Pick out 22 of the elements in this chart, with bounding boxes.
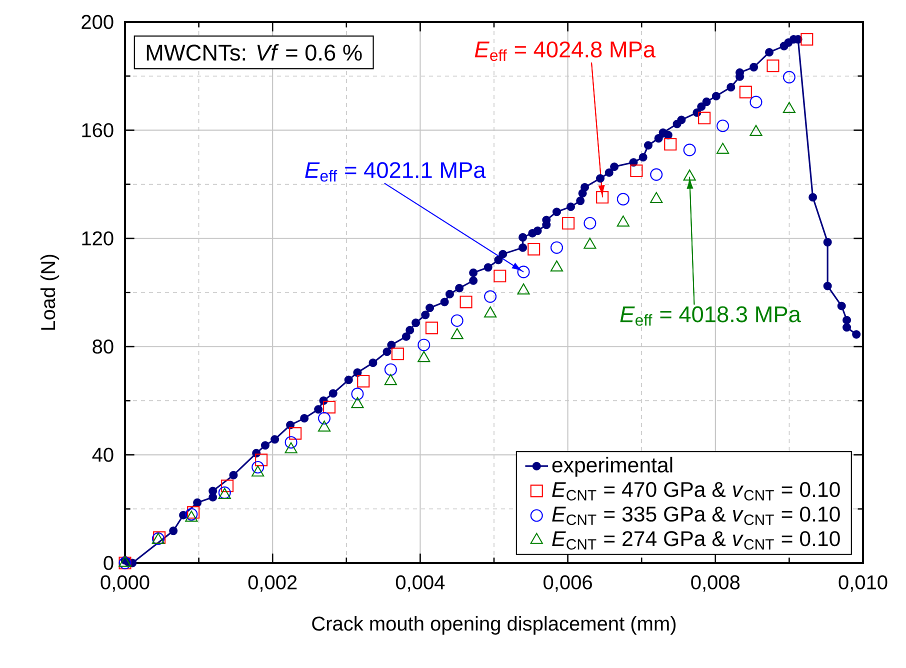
x-tick-label: 0,006 <box>544 575 592 592</box>
y-tick-label: 0 <box>104 556 114 570</box>
x-axis-title: Crack mouth opening displacement (mm) <box>312 616 676 635</box>
x-tick-label: 0,000 <box>100 575 150 592</box>
annotation: E$_{eff}$ = 4018.3 MPa <box>620 306 801 326</box>
x-tick-label: 0,004 <box>396 575 445 592</box>
annotation: MWCNTs: Vf = 0.6 % <box>146 44 362 61</box>
legend-label: E$_{CNT}$ = 470 GPa & v$_{CNT}$ = 0.10 <box>552 482 840 500</box>
annotation: E$_{eff}$ = 4021.1 MPa <box>305 162 486 182</box>
legend-label: E$_{CNT}$ = 274 GPa & v$_{CNT}$ = 0.10 <box>552 531 840 550</box>
x-tick-label: 0,008 <box>691 575 740 592</box>
y-axis-title: Load (N) <box>40 254 60 330</box>
legend-label: E$_{CNT}$ = 335 GPa & v$_{CNT}$ = 0.10 <box>552 506 840 526</box>
y-tick-label: 80 <box>92 340 114 354</box>
y-tick-label: 120 <box>82 231 114 246</box>
annotation: E$_{eff}$ = 4024.8 MPa <box>474 41 656 61</box>
x-tick-label: 0,002 <box>248 575 297 592</box>
y-tick-label: 200 <box>82 14 114 30</box>
y-tick-label: 40 <box>92 448 114 462</box>
y-tick-label: 160 <box>82 123 114 138</box>
legend-label: experimental <box>552 456 672 477</box>
x-tick-label: 0,010 <box>838 575 888 592</box>
